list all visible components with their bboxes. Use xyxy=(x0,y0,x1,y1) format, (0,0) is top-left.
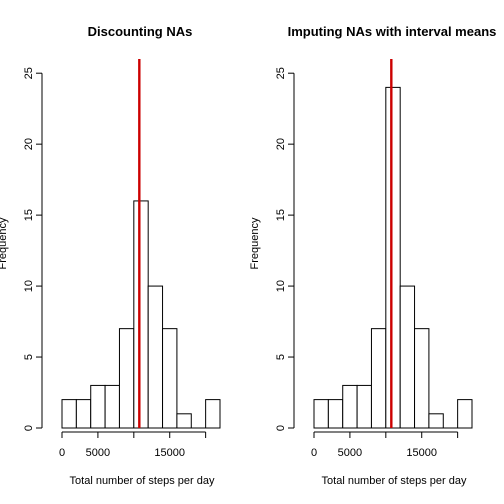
histogram-bar xyxy=(205,399,221,429)
x-tick-label: 5000 xyxy=(86,447,110,459)
x-tick-label: 0 xyxy=(311,447,317,459)
y-tick-label: 15 xyxy=(23,209,35,221)
histogram-bar xyxy=(457,399,473,429)
y-tick-label: 0 xyxy=(23,425,35,431)
x-tick-label: 15000 xyxy=(154,447,185,459)
y-tick-label: 15 xyxy=(275,209,287,221)
histogram-bar xyxy=(356,384,372,429)
y-tick-label: 25 xyxy=(275,67,287,79)
y-tick-label: 25 xyxy=(23,67,35,79)
histogram-bar xyxy=(176,413,192,429)
y-tick-label: 0 xyxy=(275,425,287,431)
histogram-panel-1: Discounting NAs 0 5 10 15 20 25 Frequency 0 5000 1… xyxy=(0,24,221,487)
y-tick-label: 10 xyxy=(275,280,287,292)
histogram-bar xyxy=(313,399,329,429)
histogram-bar xyxy=(104,384,120,429)
histogram-bar xyxy=(118,328,135,429)
histogram-bar xyxy=(162,328,178,429)
y-tick-label: 10 xyxy=(23,280,35,292)
histogram-bar xyxy=(385,86,401,429)
histogram-bar xyxy=(414,328,430,429)
chart-title: Imputing NAs with interval means xyxy=(288,24,497,39)
histogram-bar xyxy=(147,285,164,429)
histogram-bar xyxy=(90,384,106,429)
y-tick-label: 5 xyxy=(23,354,35,360)
chart-title: Discounting NAs xyxy=(88,24,193,39)
histogram-bar xyxy=(75,399,92,429)
x-axis-label: Total number of steps per day xyxy=(70,475,215,487)
histogram-bar xyxy=(327,399,344,429)
histogram-panel-2: Imputing NAs with interval means 0 5 10 15 20… xyxy=(249,24,496,487)
histogram-bar xyxy=(370,328,387,429)
histogram-bar xyxy=(61,399,77,429)
y-axis-label: Frequency xyxy=(249,217,261,269)
x-tick-label: 0 xyxy=(59,447,65,459)
histogram-bar xyxy=(399,285,416,429)
y-tick-label: 5 xyxy=(275,354,287,360)
histogram-bar xyxy=(342,384,358,429)
histogram-bar xyxy=(133,200,149,429)
y-tick-label: 20 xyxy=(275,138,287,150)
x-tick-label: 15000 xyxy=(406,447,437,459)
histogram-bar xyxy=(428,413,444,429)
y-tick-label: 20 xyxy=(23,138,35,150)
y-axis-label: Frequency xyxy=(0,217,9,269)
x-axis-label: Total number of steps per day xyxy=(322,475,467,487)
x-tick-label: 5000 xyxy=(338,447,362,459)
